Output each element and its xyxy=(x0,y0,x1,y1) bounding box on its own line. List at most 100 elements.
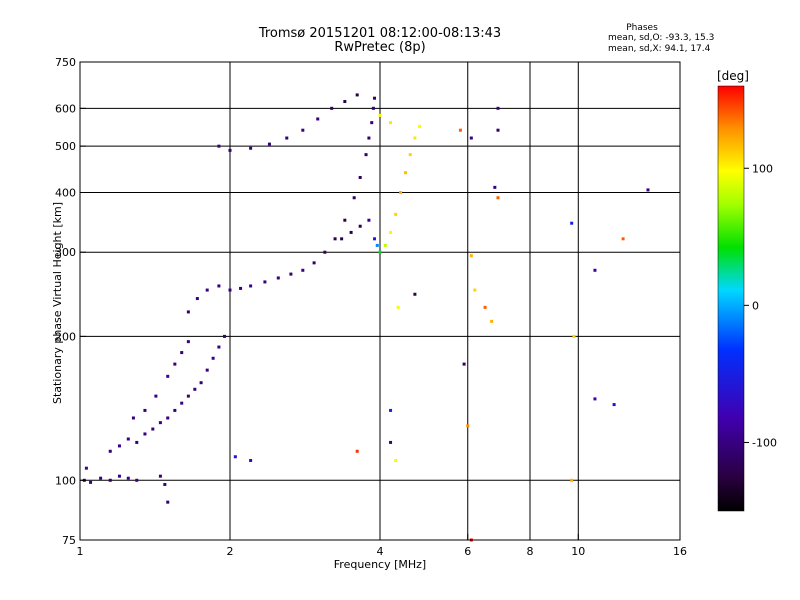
data-point xyxy=(301,268,305,272)
data-point xyxy=(84,466,88,470)
data-point xyxy=(333,237,337,241)
data-point xyxy=(228,288,232,292)
data-point xyxy=(131,416,135,420)
y-tick-label: 750 xyxy=(55,56,76,69)
y-axis-ticks: 75 100 200 300 400 500 600 750 xyxy=(55,56,86,547)
data-point xyxy=(217,345,221,349)
phase-stats-title: Phases xyxy=(626,23,658,33)
data-point xyxy=(108,449,112,453)
data-point xyxy=(496,128,500,132)
data-point xyxy=(593,268,597,272)
data-point xyxy=(135,440,139,444)
data-point xyxy=(143,408,147,412)
data-point xyxy=(378,250,382,254)
data-point xyxy=(343,100,347,104)
data-point xyxy=(289,272,293,276)
data-point xyxy=(249,146,253,150)
x-axis-ticks: 1 2 4 6 8 10 16 xyxy=(77,534,687,558)
data-point xyxy=(99,476,103,480)
data-point xyxy=(223,334,227,338)
data-point xyxy=(593,397,597,401)
data-point xyxy=(469,254,473,258)
data-point xyxy=(396,305,400,309)
data-point xyxy=(193,387,197,391)
data-point xyxy=(355,449,359,453)
data-point xyxy=(493,185,497,189)
data-point xyxy=(370,121,374,125)
data-point xyxy=(417,124,421,128)
data-point xyxy=(135,478,139,482)
x-tick-label: 6 xyxy=(464,545,471,558)
data-point xyxy=(367,136,371,140)
data-point xyxy=(340,237,344,241)
data-point xyxy=(151,427,155,431)
data-point xyxy=(355,93,359,97)
data-point xyxy=(570,221,574,225)
colorbar xyxy=(717,85,745,512)
data-point xyxy=(343,218,347,222)
data-point xyxy=(469,136,473,140)
colorbar-tick-label: -100 xyxy=(752,436,777,449)
data-point xyxy=(166,374,170,378)
x-axis-label: Frequency [MHz] xyxy=(333,558,427,571)
y-tick-label: 500 xyxy=(55,140,76,153)
data-point xyxy=(389,408,393,412)
data-point xyxy=(612,403,616,407)
data-point xyxy=(126,476,130,480)
data-point xyxy=(143,432,147,436)
data-point xyxy=(496,196,500,200)
x-tick-label: 2 xyxy=(227,545,234,558)
colorbar-unit-label: [deg] xyxy=(717,69,749,83)
data-point xyxy=(389,440,393,444)
y-tick-label: 200 xyxy=(55,330,76,343)
y-tick-label: 400 xyxy=(55,186,76,199)
chart-title: Tromsø 20151201 08:12:00-08:13:43 xyxy=(258,26,502,41)
data-point xyxy=(163,482,167,486)
data-point xyxy=(108,478,112,482)
data-point xyxy=(367,218,371,222)
data-point xyxy=(375,243,379,247)
data-point xyxy=(205,288,209,292)
data-point xyxy=(394,212,398,216)
data-point xyxy=(301,128,305,132)
data-point xyxy=(158,421,162,425)
x-tick-label: 1 xyxy=(77,545,84,558)
data-point xyxy=(89,480,93,484)
data-point xyxy=(646,188,650,192)
data-point xyxy=(228,148,232,152)
data-point xyxy=(180,351,184,355)
data-point xyxy=(330,106,334,110)
data-point xyxy=(378,113,382,117)
colorbar-tick-label: 0 xyxy=(752,299,759,312)
phase-stats-x-mode: mean, sd,X: 94.1, 17.4 xyxy=(608,44,711,54)
data-point xyxy=(195,297,199,301)
data-point xyxy=(462,362,466,366)
data-point xyxy=(180,401,184,405)
data-point xyxy=(621,237,625,241)
data-point xyxy=(483,305,487,309)
y-tick-label: 75 xyxy=(62,534,76,547)
data-point xyxy=(572,334,576,338)
chart-subtitle: RwPretec (8p) xyxy=(334,40,426,55)
data-point xyxy=(186,394,190,398)
data-point xyxy=(199,381,203,385)
data-point xyxy=(205,368,209,372)
data-point xyxy=(389,121,393,125)
grid-lines xyxy=(80,62,680,540)
data-point xyxy=(267,142,271,146)
data-point xyxy=(312,261,316,265)
data-point xyxy=(249,284,253,288)
data-points xyxy=(82,93,650,542)
data-point xyxy=(490,319,494,323)
data-point xyxy=(473,288,477,292)
phase-stats-o-mode: mean, sd,O: -93.3, 15.3 xyxy=(608,33,715,43)
data-point xyxy=(570,478,574,482)
y-tick-label: 100 xyxy=(55,474,76,487)
data-point xyxy=(316,117,320,121)
data-point xyxy=(276,276,280,280)
data-point xyxy=(166,500,170,504)
data-point xyxy=(158,474,162,478)
data-point xyxy=(186,310,190,314)
data-point xyxy=(233,455,237,459)
